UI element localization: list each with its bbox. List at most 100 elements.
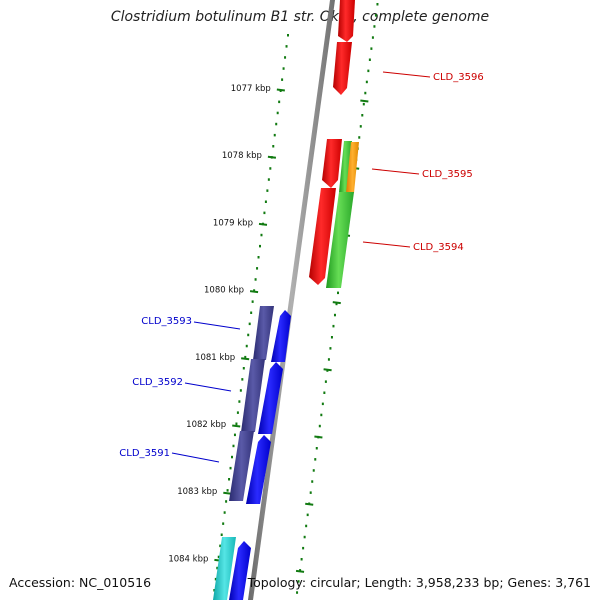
ring-dot	[259, 244, 262, 248]
gene-arrow-top-red[interactable]	[338, 0, 355, 42]
ring-dot	[364, 91, 367, 95]
ring-dot	[324, 380, 327, 383]
reverse-strand-genes	[213, 306, 291, 600]
ring-dot	[254, 278, 257, 281]
ring-dot	[323, 391, 326, 394]
ring-dot	[276, 111, 279, 115]
ring-dot	[225, 500, 228, 503]
ring-dot	[239, 389, 242, 392]
gene-arrow-blue-2[interactable]	[258, 362, 283, 434]
ring-dot	[333, 313, 336, 317]
ring-dot	[272, 145, 275, 148]
ring-dot	[217, 555, 220, 559]
gene-arrow-cld3591[interactable]	[229, 431, 254, 501]
gene-label-cld3595[interactable]: CLD_3595	[422, 169, 473, 180]
ring-dot	[374, 14, 377, 17]
ring-dot	[251, 300, 254, 303]
ring-dot	[257, 256, 260, 259]
genome-backbone	[248, 0, 335, 600]
ring-dot	[314, 458, 317, 461]
ring-dot	[241, 378, 244, 381]
ring-dot	[305, 524, 308, 528]
gene-arrow-cld3592[interactable]	[241, 359, 265, 432]
ring-dot	[220, 533, 223, 536]
ring-dot	[367, 69, 370, 73]
ring-dot	[235, 422, 238, 425]
ring-dot	[306, 513, 309, 517]
ring-dot	[315, 447, 318, 450]
ring-dot	[371, 36, 374, 39]
outer-tick-mark	[295, 569, 305, 573]
ring-dot	[228, 478, 231, 481]
gene-arrow-cld3593[interactable]	[253, 306, 274, 360]
ring-dot	[260, 233, 263, 237]
ring-dot	[267, 178, 270, 181]
gene-label-cld3591[interactable]: CLD_3591	[119, 448, 170, 459]
outer-tick-mark	[314, 435, 323, 439]
ring-dot	[312, 469, 315, 472]
label-leaders	[171, 71, 431, 463]
gene-arrow-cyan[interactable]	[213, 537, 236, 600]
gene-label-cld3592[interactable]: CLD_3592	[132, 377, 183, 388]
gene-arrow-cld3596[interactable]	[333, 42, 352, 95]
kbp-tick-mark	[223, 491, 232, 495]
ring-dot	[303, 535, 306, 539]
ring-dot	[216, 566, 219, 570]
ring-dot	[275, 122, 278, 126]
ring-dot	[223, 511, 226, 514]
ring-dot	[219, 544, 222, 548]
ring-dot	[263, 211, 266, 215]
ring-dot	[226, 489, 229, 492]
accession-text: Accession: NC_010516	[9, 575, 152, 590]
kbp-tick-mark	[258, 222, 268, 226]
outer-tick-mark	[332, 301, 341, 305]
ring-dot	[229, 466, 232, 470]
ring-dot	[320, 413, 323, 417]
ring-dot	[365, 80, 368, 84]
gene-label-cld3596[interactable]: CLD_3596	[433, 72, 484, 83]
ring-dot	[242, 367, 245, 370]
ring-dot	[329, 347, 332, 350]
gene-arrow-red-lower[interactable]	[309, 188, 336, 285]
gene-label-cld3593[interactable]: CLD_3593	[141, 316, 192, 327]
ring-dot	[318, 424, 321, 428]
gene-labels: CLD_3596 CLD_3595 CLD_3594 CLD_3593 CLD_…	[119, 72, 483, 459]
map-title: Clostridium botulinum B1 str. Okra, comp…	[110, 9, 490, 25]
ring-dot	[376, 3, 379, 6]
ring-dot	[285, 45, 288, 48]
ring-dot	[370, 47, 373, 50]
gene-arrow-orange[interactable]	[346, 142, 359, 193]
kbp-tick-mark	[232, 424, 241, 428]
gene-arrow-blue-3[interactable]	[246, 435, 271, 504]
inner-tick-ring	[213, 34, 289, 592]
ring-dot	[253, 289, 256, 292]
gene-arrow-cld3594[interactable]	[326, 192, 354, 288]
kbp-tick-label: 1078 kbp	[222, 151, 262, 161]
ring-dot	[232, 444, 235, 448]
ring-dot	[361, 114, 364, 117]
ring-dot	[302, 546, 305, 550]
gene-arrow-blue-4[interactable]	[229, 541, 251, 600]
gene-arrow-red-upper[interactable]	[322, 139, 342, 188]
ring-dot	[287, 34, 289, 37]
gene-label-cld3594[interactable]: CLD_3594	[413, 242, 464, 253]
ring-dot	[247, 333, 250, 337]
ring-dot	[281, 78, 284, 81]
outer-tick-mark	[323, 368, 332, 372]
kbp-tick-mark	[267, 155, 277, 159]
ring-dot	[311, 480, 314, 483]
kbp-tick-mark	[241, 357, 250, 361]
ring-dot	[358, 136, 361, 139]
gene-arrow-blue-1[interactable]	[271, 310, 291, 362]
ring-dot	[278, 100, 281, 104]
topology-text: Topology: circular; Length: 3,958,233 bp…	[247, 575, 591, 590]
kbp-tick-label: 1084 kbp	[168, 554, 208, 564]
ring-dot	[282, 67, 285, 70]
ring-dot	[233, 433, 236, 437]
ring-dot	[309, 491, 312, 494]
ring-dot	[213, 589, 216, 592]
ring-dot	[330, 336, 333, 339]
ring-dot	[222, 522, 225, 525]
gene-arrow-cld3595[interactable]	[339, 141, 352, 192]
